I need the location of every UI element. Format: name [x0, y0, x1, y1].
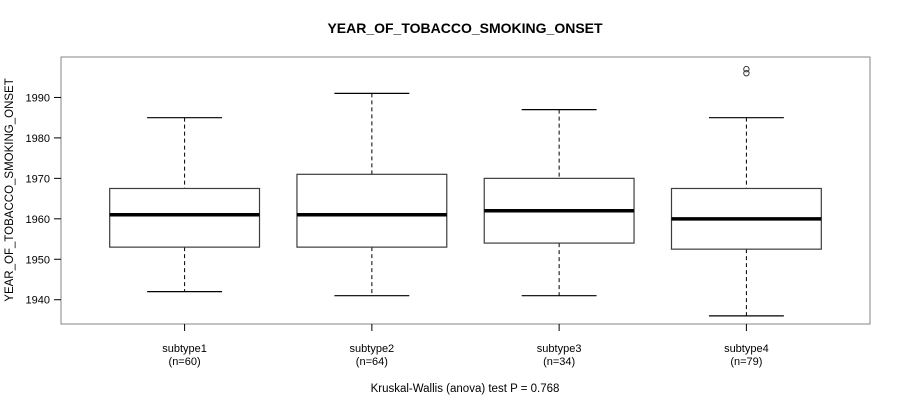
iqr-box — [296, 173, 448, 248]
chart-title: YEAR_OF_TOBACCO_SMOKING_ONSET — [327, 20, 603, 36]
y-tick-label: 1960 — [26, 214, 50, 226]
caption-text: Kruskal-Wallis (anova) test P = 0.768 — [371, 383, 560, 395]
y-axis-label: YEAR_OF_TOBACCO_SMOKING_ONSET — [4, 78, 16, 301]
group-count-label: (n=60) — [169, 356, 201, 368]
outlier-point — [743, 65, 750, 73]
y-tick-label: 1990 — [26, 92, 50, 104]
y-tick-label: 1970 — [26, 173, 50, 185]
group-label: subtype4 — [724, 343, 769, 355]
plot-frame — [60, 56, 871, 325]
group-count-label: (n=34) — [543, 356, 575, 368]
group-label: subtype2 — [350, 343, 395, 355]
y-tick-label: 1950 — [26, 254, 50, 266]
group-label: subtype3 — [537, 343, 582, 355]
y-tick-label: 1940 — [26, 295, 50, 307]
plot-layer: 1940 1950 1960 1970 1980 1990 subtype1(n=60) su… — [26, 65, 822, 368]
group-count-label: (n=64) — [356, 356, 388, 368]
group-count-label: (n=79) — [730, 356, 762, 368]
group-label: subtype1 — [162, 343, 207, 355]
iqr-box — [109, 187, 261, 248]
outlier-point — [743, 69, 750, 77]
y-tick-label: 1980 — [26, 133, 50, 145]
